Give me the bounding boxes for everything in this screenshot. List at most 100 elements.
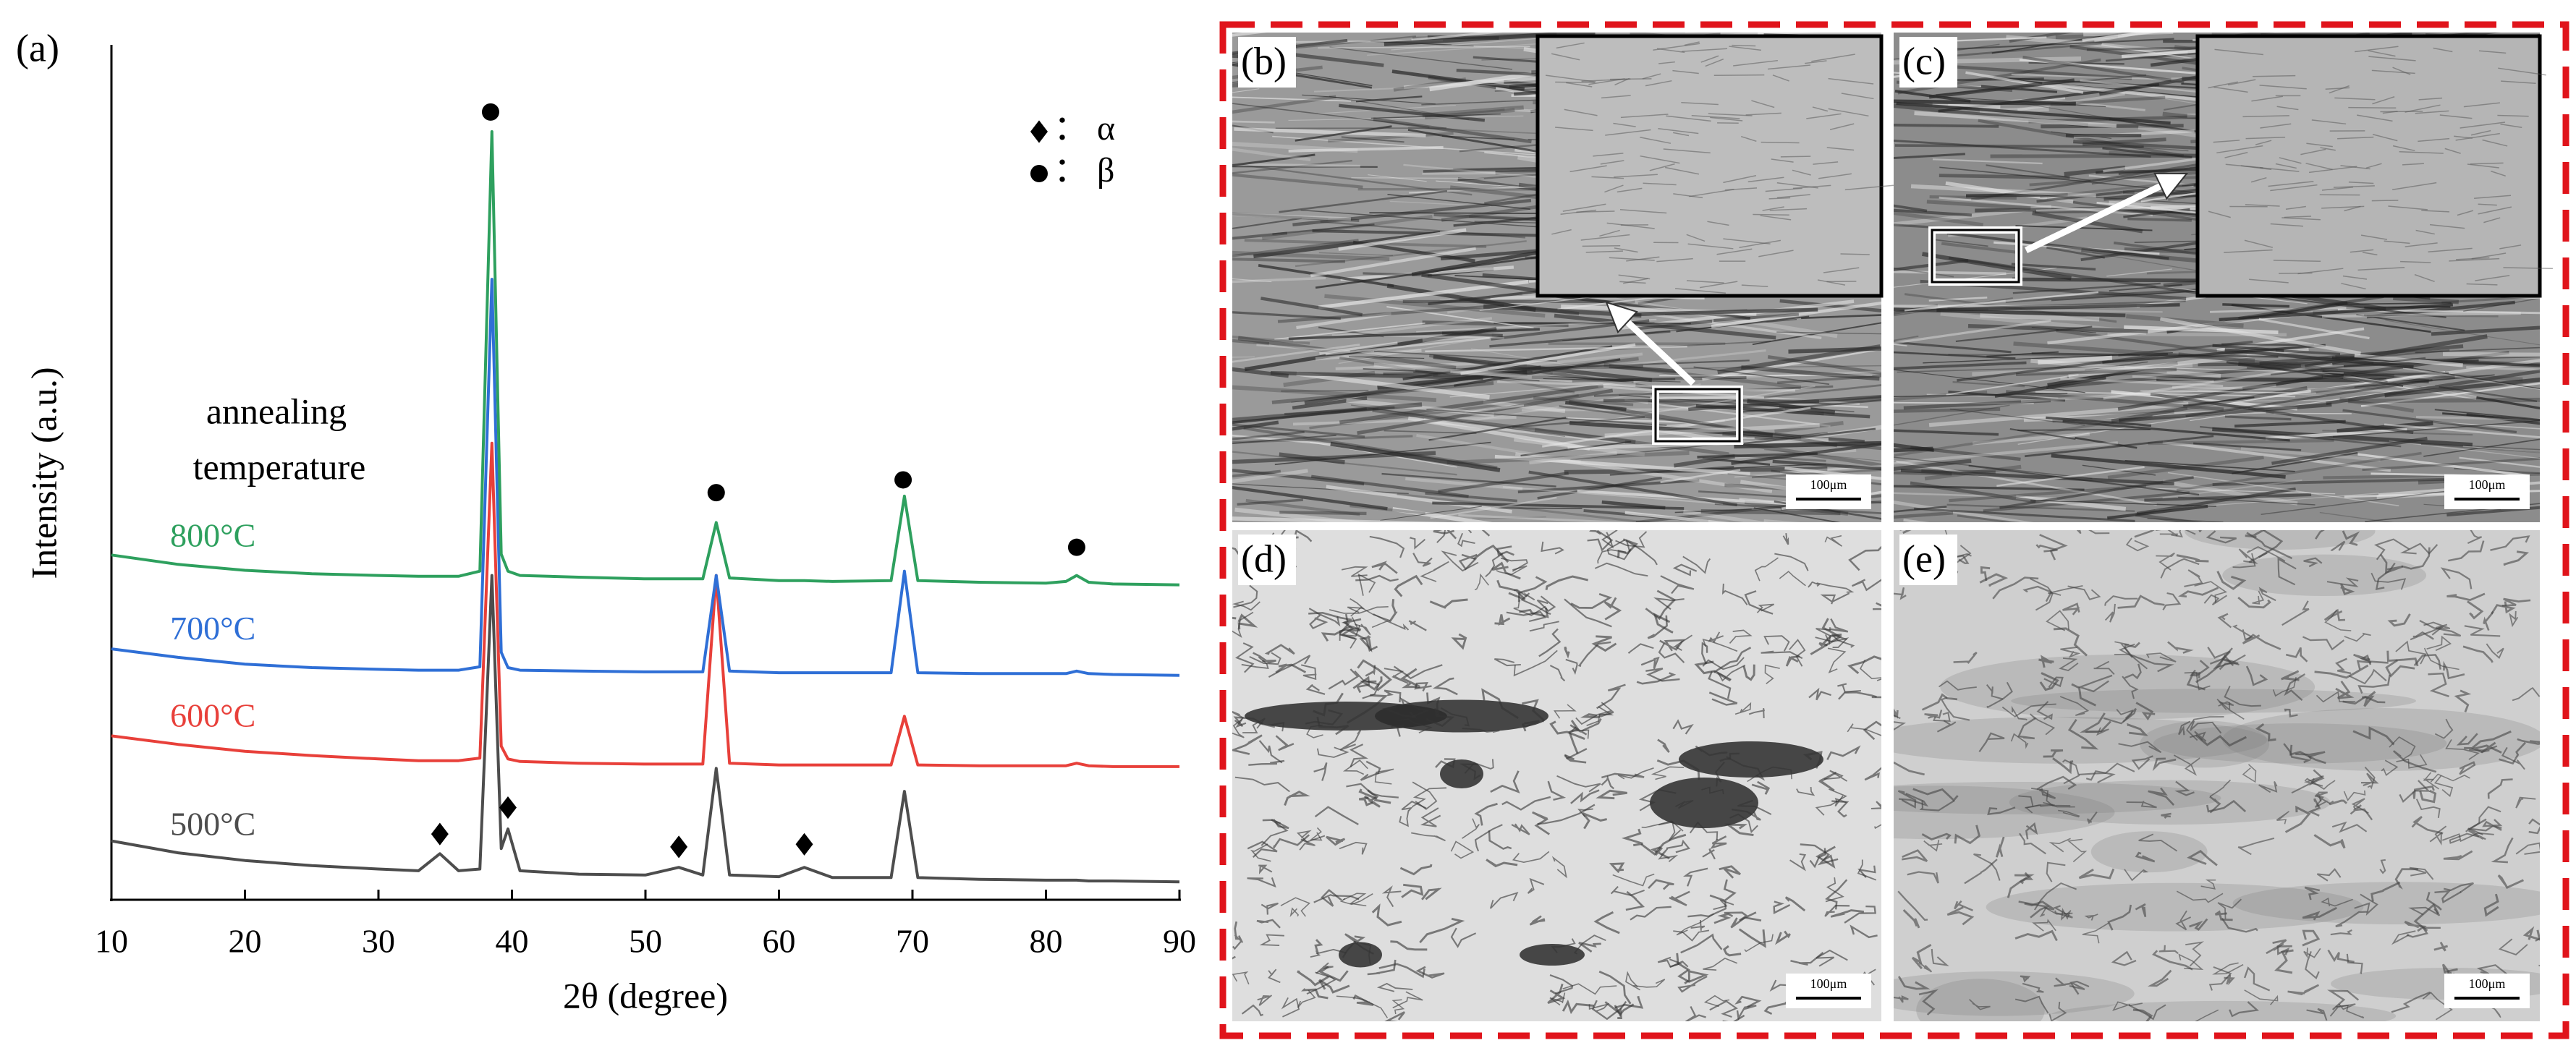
texture [1232,96,1352,102]
texture [2415,110,2449,114]
texture [2176,890,2224,903]
panel-label: (b) [1241,39,1287,82]
texture [2252,590,2265,605]
texture [1384,430,1477,435]
texture [1310,247,1476,278]
texture [2403,356,2540,361]
texture [1351,176,1484,179]
texture [2337,136,2374,140]
texture [2209,796,2221,814]
texture [2308,798,2321,817]
texture [1511,823,1530,835]
texture [1936,720,1957,733]
texture [2227,79,2256,86]
texture [1805,60,1827,64]
legend-label: ： α [1054,109,1115,148]
texture [2197,389,2327,396]
inset [1535,34,1894,445]
texture [1582,244,1621,247]
texture [2232,882,2540,924]
phase-marker [894,471,912,489]
texture [1894,708,1899,719]
series-line [111,441,1179,768]
texture [1339,383,1604,425]
texture [2270,357,2426,375]
texture [2352,726,2395,746]
texture [1669,958,1689,968]
texture [1640,833,1687,856]
texture [1593,911,1620,934]
texture [2411,816,2444,835]
texture [2214,48,2263,56]
texture [1708,691,1738,706]
texture [2245,137,2286,140]
texture [2360,772,2379,787]
texture [1349,356,1425,359]
texture [2018,795,2041,809]
texture [1433,530,1457,540]
texture [2036,701,2053,720]
texture [2515,842,2540,855]
texture [1339,841,1368,855]
texture [2360,382,2540,407]
texture [2283,743,2312,764]
texture [1726,756,1766,781]
texture [2041,98,2145,111]
texture [1686,280,1724,284]
texture [1232,257,1345,263]
texture [1857,865,1876,878]
texture [1713,312,1800,322]
texture [2323,608,2346,621]
texture [2415,346,2540,354]
texture [1490,770,1520,794]
texture [2463,297,2540,312]
texture [1318,966,1349,982]
texture [1634,319,1713,331]
phase-marker [795,833,813,856]
texture [2046,610,2069,631]
texture [2321,897,2353,907]
texture [2284,805,2311,833]
texture [1326,835,1346,846]
texture [2124,869,2149,882]
texture [2012,101,2136,124]
texture [1818,771,1837,791]
texture [2330,540,2346,552]
texture [2348,397,2540,404]
texture [2012,282,2161,294]
texture [1894,506,1947,513]
texture [1341,566,1368,577]
texture [1784,896,1806,912]
texture [1910,481,2036,503]
texture [1411,33,1503,41]
texture [1894,441,2118,465]
texture [1932,158,2043,165]
texture [1399,864,1433,876]
texture [2135,702,2156,721]
texture [1232,95,1336,114]
texture [1341,136,1404,143]
texture [1894,204,1928,213]
texture [1232,231,1288,240]
texture [1741,365,1880,381]
texture [2126,801,2157,809]
texture [2528,818,2540,835]
texture [1603,597,1622,621]
texture [2138,833,2178,852]
texture [1871,696,1881,699]
texture [1537,804,1596,825]
texture [1342,759,1368,775]
texture [1232,434,1336,445]
texture [2460,122,2506,129]
texture [2048,838,2071,853]
texture [2305,951,2320,980]
texture [2186,672,2206,691]
x-tick-label: 70 [896,923,929,960]
texture [1965,71,2084,94]
texture [2350,249,2374,253]
texture [1672,719,1694,735]
texture [1513,650,1558,677]
texture [1474,824,1503,852]
texture [2176,451,2422,492]
texture [1300,209,1548,229]
